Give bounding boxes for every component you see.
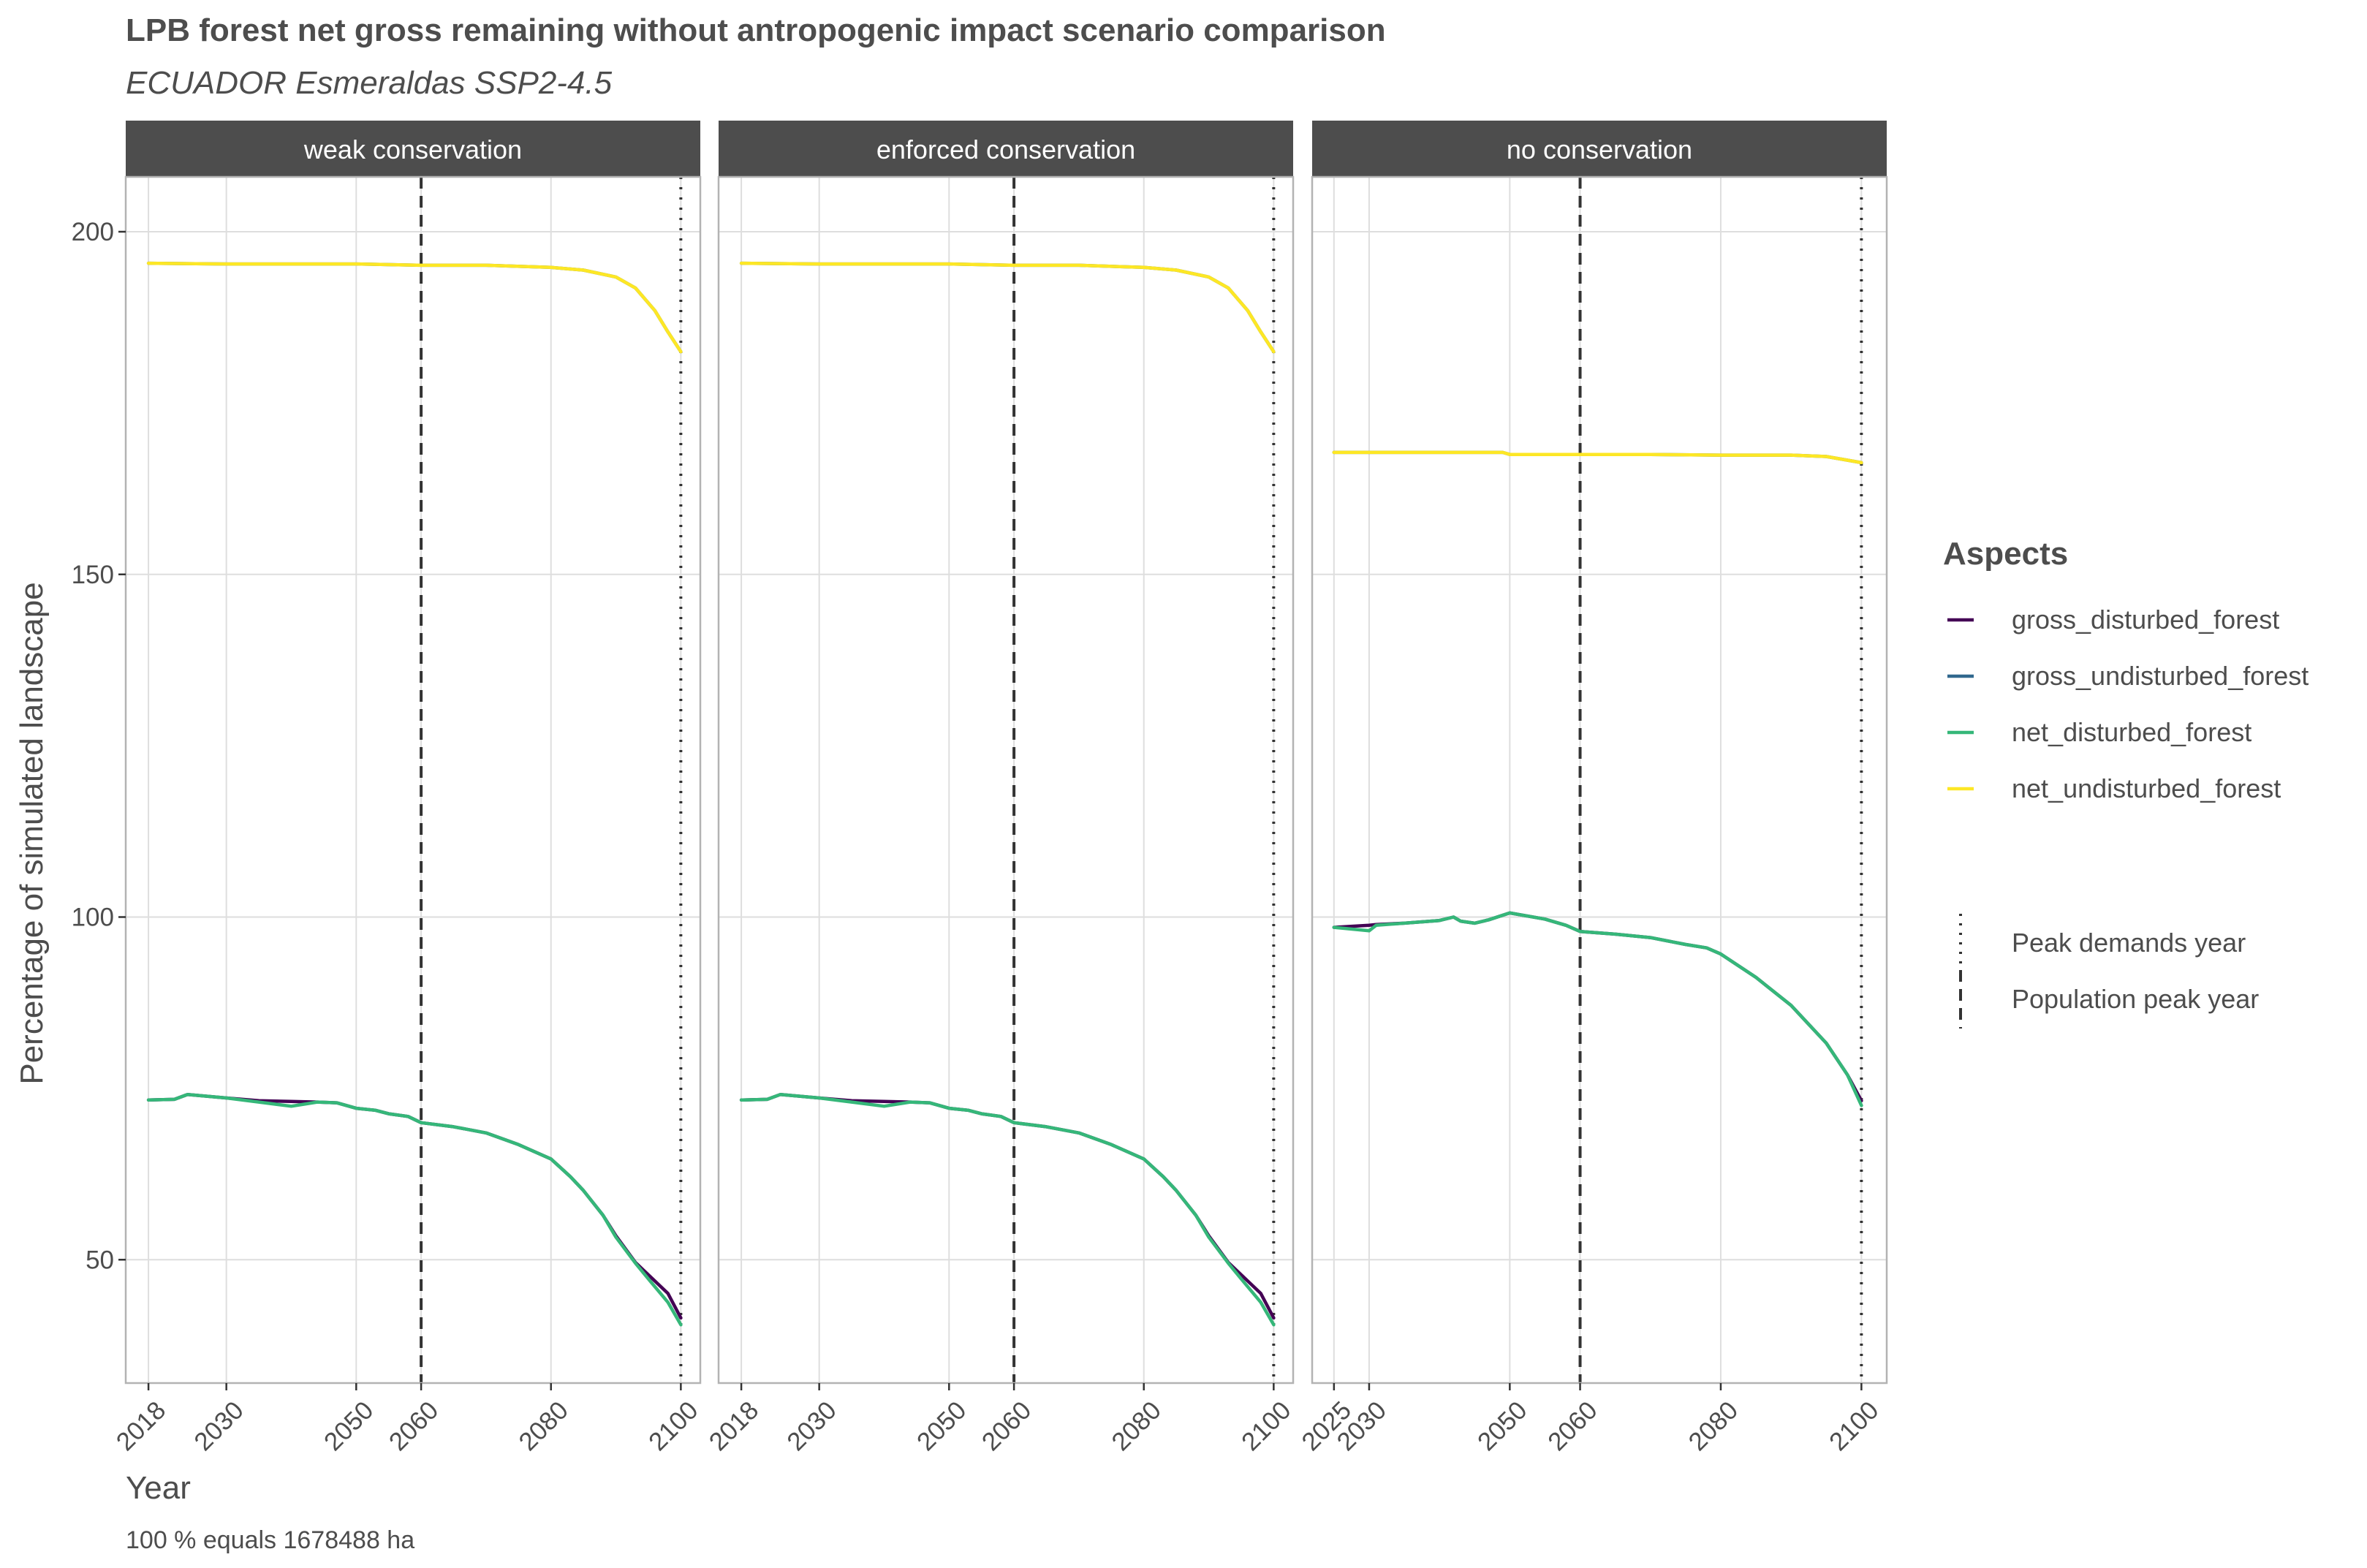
series-line-gross-disturbed-forest: [1332, 911, 1863, 1103]
legend-label: Peak demands year: [2012, 928, 2246, 958]
facet-strip: [719, 121, 1293, 176]
legend: Aspects gross_disturbed_forest gross_undi…: [1943, 536, 2309, 1029]
x-tick-label: 2018: [704, 1396, 765, 1457]
x-tick-label: 2050: [912, 1396, 972, 1457]
x-tick-label: 2018: [111, 1396, 172, 1457]
panel-border: [717, 175, 1295, 1385]
series-line-gross-disturbed-forest: [739, 1093, 1276, 1320]
y-tick-label: 200: [72, 218, 114, 246]
x-tick-label: 2080: [1684, 1396, 1744, 1457]
y-tick-label: 50: [86, 1246, 114, 1274]
x-tick-label: 2100: [643, 1396, 704, 1457]
x-tick-label: 2080: [513, 1396, 574, 1457]
x-tick-label: 2030: [189, 1396, 249, 1457]
facet-panel: weak conservation 2018 2030 2050 2060 2080 210…: [72, 121, 704, 1456]
x-tick-label: 2100: [1236, 1396, 1297, 1457]
x-tick-label: 2060: [977, 1396, 1037, 1457]
series-line-net-disturbed-forest: [146, 1093, 683, 1327]
x-tick-label: 2100: [1824, 1396, 1885, 1457]
y-tick-label: 100: [72, 904, 114, 932]
x-tick-label: 2050: [319, 1396, 379, 1457]
series-line-gross-undisturbed-forest: [146, 261, 683, 354]
legend-label: net_disturbed_forest: [2012, 717, 2252, 747]
series-line-net-disturbed-forest: [739, 1093, 1276, 1327]
facet-strip-label: weak conservation: [303, 135, 522, 164]
y-tick-label: 150: [72, 561, 114, 589]
legend-label: gross_undisturbed_forest: [2012, 661, 2309, 691]
x-tick-label: 2030: [781, 1396, 842, 1457]
series-line-net-undisturbed-forest: [1332, 450, 1863, 465]
chart-subtitle: ECUADOR Esmeraldas SSP2-4.5: [126, 65, 613, 101]
y-axis-label: Percentage of simulated landscape: [14, 582, 50, 1084]
panel-border: [1311, 175, 1888, 1385]
facet-strip: [126, 121, 700, 176]
legend-label: Population peak year: [2012, 984, 2259, 1014]
legend-label: gross_disturbed_forest: [2012, 605, 2279, 635]
x-tick-label: 2050: [1472, 1396, 1533, 1457]
chart-title: LPB forest net gross remaining without a…: [126, 12, 1386, 48]
chart-caption: 100 % equals 1678488 ha: [126, 1526, 414, 1554]
series-line-net-disturbed-forest: [1332, 911, 1863, 1107]
series-line-net-undisturbed-forest: [146, 261, 683, 354]
facet-strip: [1312, 121, 1887, 176]
series-line-net-undisturbed-forest: [739, 261, 1276, 354]
facet-strip-label: enforced conservation: [876, 135, 1135, 164]
x-tick-label: 2060: [384, 1396, 444, 1457]
facet-panel: enforced conservation 2018 2030 2050 2060 208…: [704, 121, 1297, 1456]
series-line-gross-disturbed-forest: [146, 1093, 683, 1320]
x-axis-label: Year: [126, 1470, 191, 1506]
series-line-gross-undisturbed-forest: [739, 261, 1276, 354]
facet-strip-label: no conservation: [1507, 135, 1692, 164]
panel-border: [124, 175, 702, 1385]
x-tick-label: 2080: [1106, 1396, 1167, 1457]
x-tick-label: 2060: [1542, 1396, 1603, 1457]
legend-label: net_undisturbed_forest: [2012, 773, 2281, 803]
legend-title: Aspects: [1943, 536, 2068, 572]
